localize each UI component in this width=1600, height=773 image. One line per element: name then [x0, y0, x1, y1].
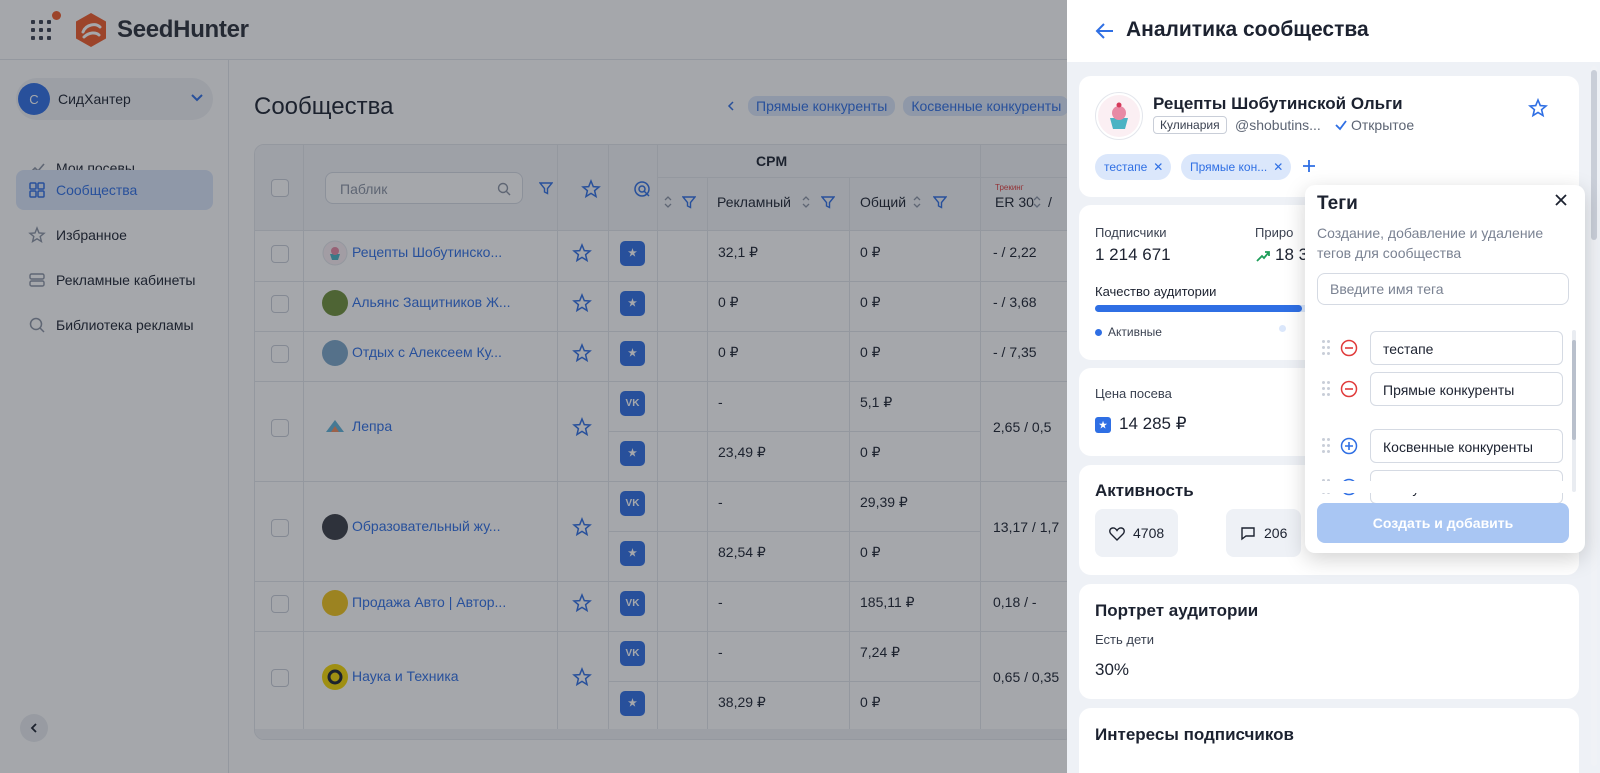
assigned-tag-row: Прямые конкуренты	[1317, 372, 1561, 406]
available-tag-row: Косвенные конкуренты	[1317, 429, 1561, 463]
category-badge: Кулинария	[1153, 116, 1227, 134]
tags-popover-description: Создание, добавление и удаление тегов дл…	[1317, 223, 1567, 263]
legend-active: Активные	[1095, 325, 1162, 339]
growth-value: 18 3	[1275, 245, 1308, 265]
list-fade	[1305, 481, 1585, 493]
price-value: 14 285 ₽	[1119, 414, 1187, 434]
create-and-add-button[interactable]: Создать и добавить	[1317, 503, 1569, 543]
growth-label: Приро	[1255, 225, 1293, 240]
add-tag-plus-icon[interactable]	[1340, 437, 1358, 455]
remove-tag-icon[interactable]: ✕	[1153, 160, 1163, 174]
drawer-title: Аналитика сообщества	[1126, 18, 1369, 42]
quality-label: Качество аудитории	[1095, 284, 1216, 299]
drawer-scrollbar-thumb[interactable]	[1591, 70, 1597, 240]
back-arrow-icon[interactable]	[1095, 22, 1115, 40]
tag-name[interactable]: Косвенные конкуренты	[1370, 429, 1563, 463]
likes-stat: 4708	[1095, 509, 1178, 557]
growth-up-icon	[1255, 249, 1271, 263]
tag-name[interactable]: тестапе	[1370, 331, 1563, 365]
tag-name-input[interactable]	[1317, 273, 1569, 305]
activity-title: Активность	[1095, 481, 1194, 501]
tag-chip: Прямые кон... ✕	[1181, 154, 1291, 180]
heart-icon	[1109, 526, 1125, 541]
interests-card: Интересы подписчиков	[1079, 708, 1579, 773]
likes-value: 4708	[1133, 525, 1164, 541]
drawer-header: Аналитика сообщества	[1067, 0, 1600, 62]
platform-star-icon: ★	[1095, 417, 1111, 433]
drag-handle-icon[interactable]	[1322, 381, 1330, 397]
audience-portrait-card: Портрет аудитории Есть дети 30%	[1079, 584, 1579, 699]
drag-handle-icon[interactable]	[1322, 340, 1330, 356]
legend-other	[1279, 325, 1286, 332]
community-card: Рецепты Шобутинской Ольги Кулинария @sho…	[1079, 76, 1579, 197]
add-tag-plus-icon[interactable]	[1301, 158, 1317, 174]
legend-label: Активные	[1108, 325, 1162, 339]
remove-tag-minus-icon[interactable]	[1340, 339, 1358, 357]
assigned-tag-row: тестапе	[1317, 331, 1561, 365]
status-text: Открытое	[1351, 117, 1414, 133]
favorite-star-icon[interactable]	[1528, 98, 1548, 118]
price-label: Цена посева	[1095, 386, 1172, 401]
community-name: Рецепты Шобутинской Ольги	[1153, 94, 1403, 114]
audience-quality-fill	[1095, 305, 1302, 312]
comments-stat: 206	[1226, 509, 1301, 557]
tags-list-scrollbar-thumb[interactable]	[1572, 340, 1576, 440]
remove-tag-icon[interactable]: ✕	[1273, 160, 1283, 174]
tag-chip-label: Прямые кон...	[1190, 160, 1267, 174]
interests-title: Интересы подписчиков	[1095, 725, 1294, 745]
tags-popover-title: Теги	[1317, 193, 1358, 215]
drag-handle-icon[interactable]	[1322, 438, 1330, 454]
close-icon[interactable]	[1554, 193, 1568, 207]
portrait-title: Портрет аудитории	[1095, 601, 1258, 621]
community-handle[interactable]: @shobutins...	[1235, 117, 1321, 133]
tag-name[interactable]: Прямые конкуренты	[1370, 372, 1563, 406]
community-avatar	[1095, 92, 1143, 140]
legend-dot	[1279, 325, 1286, 332]
subscribers-value: 1 214 671	[1095, 245, 1171, 265]
tag-chip: тестапе ✕	[1095, 154, 1171, 180]
check-icon	[1334, 118, 1348, 132]
comment-icon	[1240, 526, 1256, 541]
legend-dot	[1095, 329, 1102, 336]
portrait-value: 30%	[1095, 660, 1129, 680]
portrait-label: Есть дети	[1095, 632, 1154, 647]
comments-value: 206	[1264, 525, 1287, 541]
tag-chip-label: тестапе	[1104, 160, 1147, 174]
subscribers-label: Подписчики	[1095, 225, 1167, 240]
community-status: Открытое	[1334, 117, 1414, 133]
modal-overlay[interactable]	[0, 0, 1067, 773]
remove-tag-minus-icon[interactable]	[1340, 380, 1358, 398]
tags-popover: Теги Создание, добавление и удаление тег…	[1305, 185, 1585, 553]
